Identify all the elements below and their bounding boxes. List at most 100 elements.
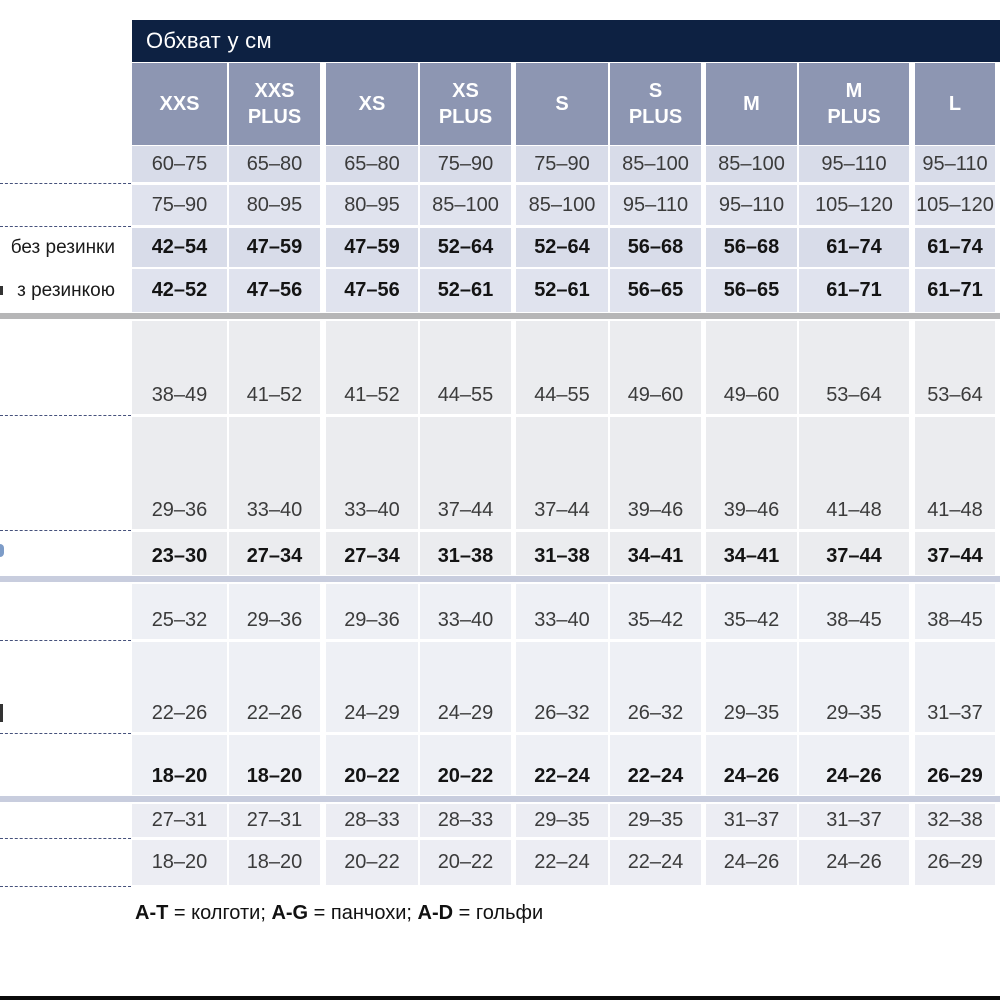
cutoff-text-fragment — [0, 704, 3, 722]
table-cell: 47–59 — [326, 228, 418, 267]
table-cell: 49–60 — [706, 321, 797, 414]
table-cell: 31–38 — [516, 532, 608, 575]
table-cell: 31–37 — [706, 804, 797, 837]
table-cell: 41–48 — [915, 417, 995, 529]
table-cell: 53–64 — [799, 321, 909, 414]
column-header-label: XXS — [254, 80, 295, 102]
section-separator-bar — [0, 576, 1000, 582]
table-cell: 33–40 — [229, 417, 320, 529]
table-cell: 39–46 — [610, 417, 701, 529]
legend-text: A-T = колготи; A-G = панчохи; A-D = голь… — [135, 902, 543, 925]
table-cell: 29–36 — [229, 584, 320, 639]
column-header-xs-plus: XS PLUS — [420, 63, 511, 145]
column-header-m: M — [706, 63, 797, 145]
table-cell: 85–100 — [516, 185, 608, 225]
table-cell: 38–45 — [915, 584, 995, 639]
table-cell: 28–33 — [420, 804, 511, 837]
table-cell: 31–37 — [915, 642, 995, 732]
table-cell: 47–59 — [229, 228, 320, 267]
column-header-label: XS — [452, 80, 479, 102]
row-separator-dotted-line — [0, 226, 131, 227]
legend-part: A-T — [135, 902, 169, 924]
table-cell: 37–44 — [799, 532, 909, 575]
table-cell: 85–100 — [420, 185, 511, 225]
table-cell: 105–120 — [915, 185, 995, 225]
row-separator-dotted-line — [0, 886, 131, 887]
column-header-l: L — [915, 63, 995, 145]
table-cell: 35–42 — [706, 584, 797, 639]
table-cell: 37–44 — [516, 417, 608, 529]
table-cell: 22–24 — [610, 735, 701, 795]
table-cell: 29–35 — [799, 642, 909, 732]
table-cell: 26–32 — [516, 642, 608, 732]
column-header-xxs-plus: XXS PLUS — [229, 63, 320, 145]
table-cell: 28–33 — [326, 804, 418, 837]
table-cell: 26–29 — [915, 735, 995, 795]
table-cell: 27–34 — [326, 532, 418, 575]
table-cell: 95–110 — [706, 185, 797, 225]
table-cell: 56–65 — [706, 269, 797, 312]
table-cell: 27–34 — [229, 532, 320, 575]
column-header-label: S — [555, 93, 569, 115]
table-cell: 24–29 — [420, 642, 511, 732]
table-title-bar: Обхват у см — [132, 20, 1000, 62]
table-cell: 105–120 — [799, 185, 909, 225]
legend-part: A-D — [417, 902, 454, 924]
table-cell: 29–36 — [132, 417, 227, 529]
table-cell: 49–60 — [610, 321, 701, 414]
table-cell: 61–74 — [915, 228, 995, 267]
table-cell: 47–56 — [326, 269, 418, 312]
table-cell: 26–29 — [915, 840, 995, 885]
column-header-label: L — [948, 93, 962, 115]
row-separator-dotted-line — [0, 183, 131, 184]
table-cell: 24–29 — [326, 642, 418, 732]
table-cell: 95–110 — [799, 146, 909, 182]
column-header-label: PLUS — [827, 106, 881, 128]
table-cell: 52–64 — [516, 228, 608, 267]
bottom-border-bar — [0, 996, 1000, 1000]
table-cell: 22–24 — [516, 840, 608, 885]
table-cell: 80–95 — [229, 185, 320, 225]
table-cell: 41–52 — [229, 321, 320, 414]
column-header-label: PLUS — [628, 106, 683, 128]
table-cell: 23–30 — [132, 532, 227, 575]
table-cell: 52–64 — [420, 228, 511, 267]
table-cell: 22–26 — [229, 642, 320, 732]
table-cell: 60–75 — [132, 146, 227, 182]
table-cell: 56–68 — [706, 228, 797, 267]
table-cell: 20–22 — [326, 735, 418, 795]
column-header-label: M — [845, 80, 863, 102]
table-cell: 31–37 — [799, 804, 909, 837]
row-separator-dotted-line — [0, 733, 131, 734]
table-cell: 38–49 — [132, 321, 227, 414]
table-cell: 85–100 — [610, 146, 701, 182]
table-cell: 18–20 — [229, 840, 320, 885]
column-header-s-plus: S PLUS — [610, 63, 701, 145]
table-cell: 29–36 — [326, 584, 418, 639]
table-cell: 52–61 — [516, 269, 608, 312]
table-cell: 80–95 — [326, 185, 418, 225]
table-cell: 85–100 — [706, 146, 797, 182]
legend-part: A-G — [271, 902, 309, 924]
table-cell: 22–26 — [132, 642, 227, 732]
column-header-label: XS — [358, 93, 386, 115]
legend-part: = колготи; — [168, 902, 272, 924]
table-cell: 26–32 — [610, 642, 701, 732]
table-cell: 75–90 — [516, 146, 608, 182]
table-cell: 95–110 — [915, 146, 995, 182]
table-cell: 27–31 — [132, 804, 227, 837]
table-cell: 34–41 — [610, 532, 701, 575]
table-cell: 29–35 — [706, 642, 797, 732]
column-header-label: S — [648, 80, 663, 102]
table-cell: 20–22 — [420, 735, 511, 795]
column-header-xs: XS — [326, 63, 418, 145]
table-cell: 42–52 — [132, 269, 227, 312]
table-cell: 33–40 — [420, 584, 511, 639]
section-separator-bar — [0, 796, 1000, 802]
legend-part: = панчохи; — [308, 902, 418, 924]
table-cell: 25–32 — [132, 584, 227, 639]
table-cell: 65–80 — [326, 146, 418, 182]
table-cell: 24–26 — [706, 735, 797, 795]
table-cell: 56–68 — [610, 228, 701, 267]
